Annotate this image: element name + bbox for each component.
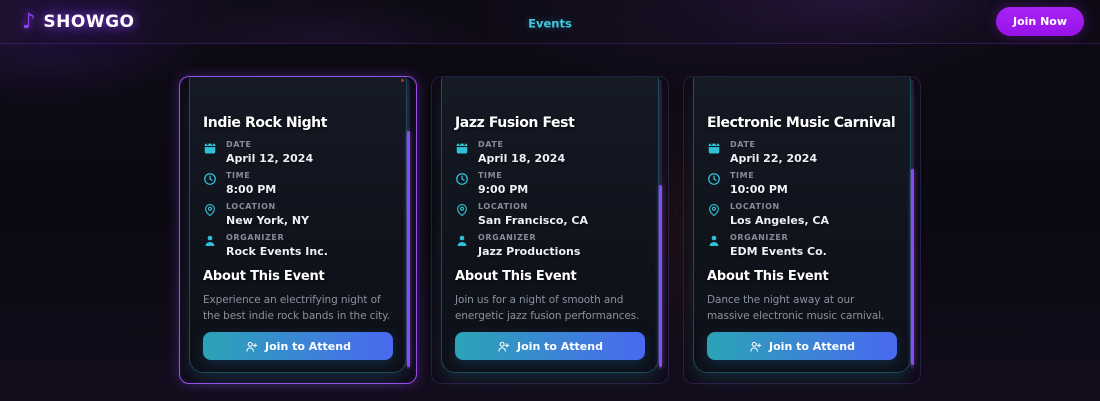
detail-row-organizer: ORGANIZER Jazz Productions	[455, 233, 645, 258]
detail-label: DATE	[478, 140, 504, 149]
person-icon	[707, 234, 721, 248]
detail-label: DATE	[226, 140, 252, 149]
event-title: Electronic Music Carnival	[707, 115, 896, 131]
detail-label: TIME	[730, 171, 755, 180]
detail-value: Jazz Productions	[478, 245, 581, 258]
join-to-attend-button[interactable]: Join to Attend	[203, 332, 393, 360]
join-to-attend-button[interactable]: Join to Attend	[455, 332, 645, 360]
location-pin-icon	[455, 203, 469, 217]
card-scrollbar-thumb[interactable]	[911, 169, 914, 365]
detail-row-organizer: ORGANIZER Rock Events Inc.	[203, 233, 393, 258]
detail-row-organizer: ORGANIZER EDM Events Co.	[707, 233, 897, 258]
detail-row-time: TIME 10:00 PM	[707, 171, 897, 196]
logo-link[interactable]: ♪ SHOWGO	[22, 11, 135, 32]
detail-row-location: LOCATION New York, NY	[203, 202, 393, 227]
detail-value: Los Angeles, CA	[730, 214, 829, 227]
card-scrollbar-thumb[interactable]	[659, 185, 662, 367]
detail-row-location: LOCATION Los Angeles, CA	[707, 202, 897, 227]
person-add-icon	[245, 340, 258, 353]
detail-value: 8:00 PM	[226, 183, 277, 196]
person-add-icon	[749, 340, 762, 353]
clock-icon	[707, 172, 721, 186]
event-card-indie-rock-night: Indie Rock Night DATE April 12, 2024	[179, 76, 417, 384]
detail-label: TIME	[478, 171, 503, 180]
detail-row-time: TIME 8:00 PM	[203, 171, 393, 196]
detail-row-date: DATE April 18, 2024	[455, 140, 645, 165]
event-title: Jazz Fusion Fest	[455, 115, 575, 131]
person-add-icon	[497, 340, 510, 353]
calendar-icon	[455, 141, 469, 155]
detail-label: ORGANIZER	[478, 233, 537, 242]
event-description: Join us for a night of smooth and energe…	[455, 294, 640, 322]
cta-label: Join to Attend	[769, 339, 855, 353]
person-icon	[203, 234, 217, 248]
detail-value: April 12, 2024	[226, 152, 314, 165]
event-description: Experience an electrifying night of the …	[203, 294, 391, 322]
join-to-attend-button[interactable]: Join to Attend	[707, 332, 897, 360]
detail-value: San Francisco, CA	[478, 214, 589, 227]
brand-name: SHOWGO	[43, 11, 135, 32]
about-heading: About This Event	[455, 269, 577, 284]
card-scrollbar-thumb[interactable]	[407, 131, 410, 367]
detail-row-location: LOCATION San Francisco, CA	[455, 202, 645, 227]
detail-label: LOCATION	[478, 202, 528, 211]
clock-icon	[203, 172, 217, 186]
event-card-panel: Jazz Fusion Fest DATE April 18, 2024	[441, 77, 659, 373]
detail-label: ORGANIZER	[226, 233, 285, 242]
about-heading: About This Event	[707, 269, 829, 284]
nav-item-events[interactable]: Events	[528, 16, 572, 30]
event-title: Indie Rock Night	[203, 115, 328, 131]
calendar-icon	[203, 141, 217, 155]
detail-value: New York, NY	[226, 214, 310, 227]
events-list: Indie Rock Night DATE April 12, 2024	[0, 76, 1100, 384]
event-details: DATE April 22, 2024 TIME 10:00 PM	[707, 140, 897, 258]
calendar-icon	[707, 141, 721, 155]
detail-row-date: DATE April 22, 2024	[707, 140, 897, 165]
location-pin-icon	[707, 203, 721, 217]
clock-icon	[455, 172, 469, 186]
detail-value: EDM Events Co.	[730, 245, 827, 258]
event-card-panel: Electronic Music Carnival DATE April 22,…	[693, 77, 911, 373]
detail-label: LOCATION	[730, 202, 780, 211]
main-nav: Events	[528, 12, 572, 31]
detail-value: Rock Events Inc.	[226, 245, 328, 258]
detail-value: 10:00 PM	[730, 183, 788, 196]
detail-value: 9:00 PM	[478, 183, 529, 196]
detail-row-time: TIME 9:00 PM	[455, 171, 645, 196]
cta-label: Join to Attend	[517, 339, 603, 353]
music-note-icon: ♪	[22, 9, 36, 33]
about-heading: About This Event	[203, 269, 325, 284]
event-description: Dance the night away at our massive elec…	[707, 294, 885, 322]
event-card-panel: Indie Rock Night DATE April 12, 2024	[189, 77, 407, 373]
detail-label: DATE	[730, 140, 756, 149]
event-card-electronic-music-carnival: Electronic Music Carnival DATE April 22,…	[683, 76, 921, 384]
detail-row-date: DATE April 12, 2024	[203, 140, 393, 165]
top-navbar: ♪ SHOWGO Events Join Now	[0, 0, 1100, 44]
detail-label: ORGANIZER	[730, 233, 789, 242]
detail-label: TIME	[226, 171, 251, 180]
detail-value: April 18, 2024	[478, 152, 566, 165]
cta-label: Join to Attend	[265, 339, 351, 353]
event-details: DATE April 12, 2024 TIME 8:00 PM	[203, 140, 393, 258]
event-card-jazz-fusion-fest: Jazz Fusion Fest DATE April 18, 2024	[431, 76, 669, 384]
detail-value: April 22, 2024	[730, 152, 818, 165]
location-pin-icon	[203, 203, 217, 217]
detail-label: LOCATION	[226, 202, 276, 211]
event-details: DATE April 18, 2024 TIME 9:00 PM	[455, 140, 645, 258]
person-icon	[455, 234, 469, 248]
join-now-button[interactable]: Join Now	[995, 7, 1084, 36]
